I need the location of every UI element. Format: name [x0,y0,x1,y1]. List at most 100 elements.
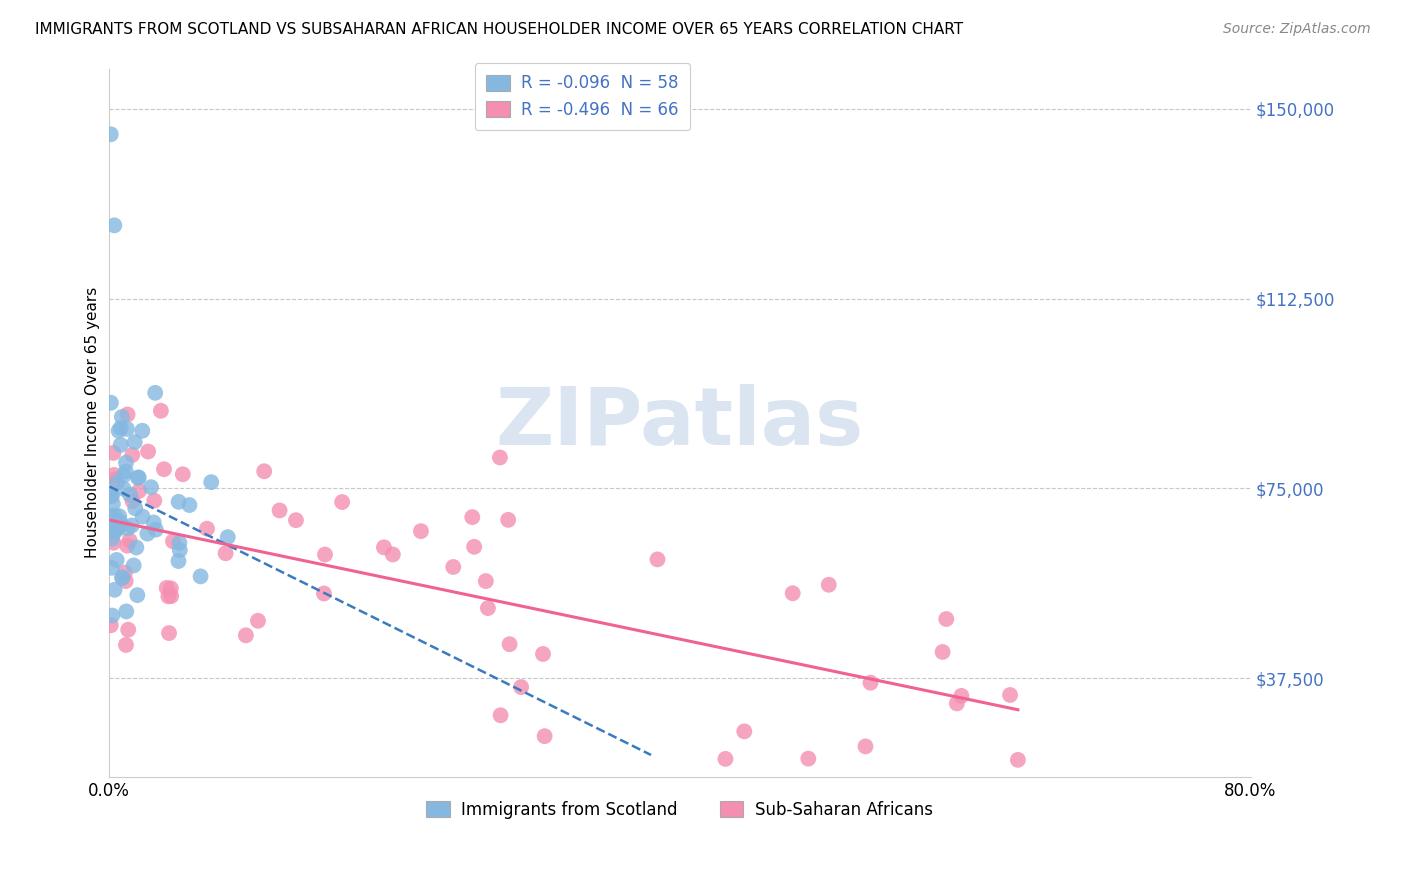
Point [214,546,236,560]
Point [122,558,145,573]
Point [100,618,122,632]
Point [100,128,122,142]
Point [136,526,159,541]
Text: Source: ZipAtlas.com: Source: ZipAtlas.com [1223,22,1371,37]
Point [169,536,191,550]
Point [111,570,134,584]
Point [101,497,124,511]
Point [110,438,132,452]
Point [112,482,135,496]
Point [100,561,122,575]
Point [104,472,127,486]
Point [101,489,124,503]
Point [120,488,142,502]
Point [131,424,153,438]
Point [381,548,404,562]
Point [121,494,143,508]
Point [117,408,139,422]
Legend: Immigrants from Scotland, Sub-Saharan Africans: Immigrants from Scotland, Sub-Saharan Af… [420,794,939,825]
Point [782,586,804,600]
Point [110,421,132,435]
Point [733,724,755,739]
Point [373,541,395,555]
Point [533,729,555,743]
Point [127,471,149,485]
Point [285,513,308,527]
Point [998,688,1021,702]
Point [108,515,131,529]
Point [855,739,877,754]
Point [162,534,184,549]
Y-axis label: Householder Income Over 65 years: Householder Income Over 65 years [86,287,100,558]
Point [128,470,150,484]
Point [121,448,143,462]
Point [98,519,121,533]
Point [105,553,128,567]
Point [114,465,136,479]
Text: IMMIGRANTS FROM SCOTLAND VS SUBSAHARAN AFRICAN HOUSEHOLDER INCOME OVER 65 YEARS : IMMIGRANTS FROM SCOTLAND VS SUBSAHARAN A… [35,22,963,37]
Point [253,464,276,478]
Point [115,604,138,618]
Point [142,516,165,530]
Point [111,571,134,585]
Point [115,539,138,553]
Point [139,480,162,494]
Point [817,578,839,592]
Point [115,638,138,652]
Point [103,524,125,538]
Point [330,495,353,509]
Point [935,612,957,626]
Point [156,581,179,595]
Point [157,626,180,640]
Point [136,444,159,458]
Point [103,535,125,549]
Point [314,548,336,562]
Point [647,552,669,566]
Point [946,697,969,711]
Point [124,501,146,516]
Point [172,467,194,482]
Point [103,446,125,460]
Point [167,495,190,509]
Point [160,582,183,596]
Point [101,608,124,623]
Point [246,614,269,628]
Point [103,219,125,233]
Text: ZIPatlas: ZIPatlas [495,384,863,462]
Point [98,487,121,501]
Point [489,450,512,465]
Point [149,404,172,418]
Point [100,509,122,524]
Point [195,522,218,536]
Point [115,422,138,436]
Point [235,628,257,642]
Point [127,588,149,602]
Point [531,647,554,661]
Point [101,532,124,546]
Point [143,493,166,508]
Point [115,456,138,470]
Point [125,541,148,555]
Point [475,574,498,588]
Point [114,574,136,588]
Point [714,752,737,766]
Point [489,708,512,723]
Point [157,590,180,604]
Point [496,513,519,527]
Point [312,586,335,600]
Point [160,589,183,603]
Point [498,637,520,651]
Point [104,508,127,523]
Point [510,680,533,694]
Point [461,510,484,524]
Point [190,569,212,583]
Point [153,462,176,476]
Point [110,518,132,533]
Point [100,488,122,502]
Point [128,483,150,498]
Point [859,675,882,690]
Point [117,623,139,637]
Point [200,475,222,490]
Point [107,520,129,534]
Point [145,523,167,537]
